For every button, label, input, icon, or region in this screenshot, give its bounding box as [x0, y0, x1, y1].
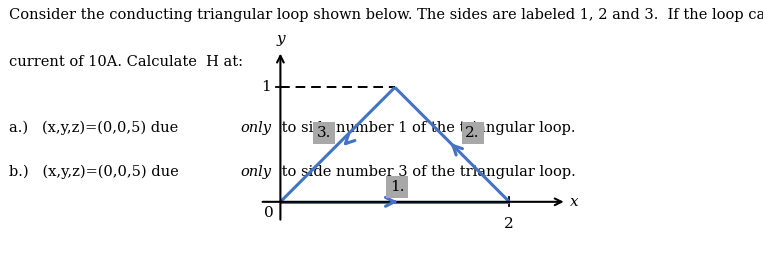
Text: 1: 1 [262, 80, 272, 94]
Text: 2.: 2. [465, 126, 480, 140]
Text: y: y [276, 32, 285, 46]
Text: x: x [570, 195, 578, 209]
Text: only: only [240, 165, 272, 179]
Text: 3.: 3. [317, 126, 331, 140]
Text: current of 10A. Calculate  H at:: current of 10A. Calculate H at: [9, 55, 243, 69]
Text: to side number 3 of the triangular loop.: to side number 3 of the triangular loop. [277, 165, 576, 179]
Text: b.)   (x,y,z)=(0,0,5) due: b.) (x,y,z)=(0,0,5) due [9, 165, 184, 179]
Text: to side number 1 of the triangular loop.: to side number 1 of the triangular loop. [277, 121, 575, 135]
Text: 0: 0 [264, 206, 274, 220]
Text: 1.: 1. [390, 180, 404, 194]
Text: 2: 2 [504, 217, 514, 231]
Text: Consider the conducting triangular loop shown below. The sides are labeled 1, 2 : Consider the conducting triangular loop … [9, 8, 763, 22]
Text: only: only [240, 121, 272, 135]
Text: a.)   (x,y,z)=(0,0,5) due: a.) (x,y,z)=(0,0,5) due [9, 121, 183, 135]
